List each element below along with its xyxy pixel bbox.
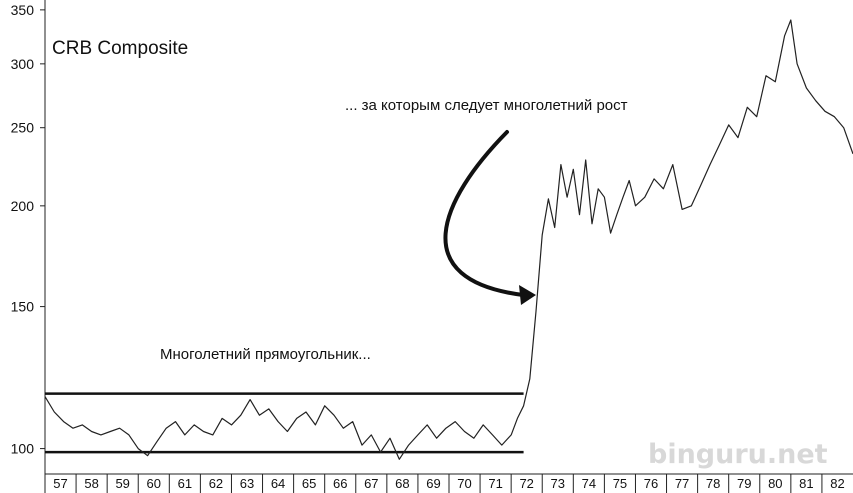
y-tick-label: 100	[11, 441, 35, 457]
x-tick-label: 71	[488, 476, 502, 491]
x-tick-label: 74	[582, 476, 596, 491]
x-tick-label: 76	[644, 476, 658, 491]
x-tick-label: 77	[675, 476, 689, 491]
y-tick-label: 200	[11, 198, 35, 214]
x-tick-label: 68	[395, 476, 409, 491]
x-tick-label: 65	[302, 476, 316, 491]
y-tick-label: 300	[11, 56, 35, 72]
x-tick-label: 57	[53, 476, 67, 491]
x-tick-label: 66	[333, 476, 347, 491]
y-ticks: 100 150 200 250 300 350	[11, 2, 45, 457]
x-tick-label: 73	[551, 476, 565, 491]
chart-title: CRB Composite	[52, 38, 188, 59]
x-tick-label: 80	[768, 476, 782, 491]
x-tick-label: 61	[178, 476, 192, 491]
x-tick-label: 72	[519, 476, 533, 491]
x-tick-label: 59	[115, 476, 129, 491]
annotation-rectangle: Многолетний прямоугольник...	[160, 346, 371, 363]
x-tick-label: 70	[457, 476, 471, 491]
x-tick-label: 69	[426, 476, 440, 491]
x-tick-label: 67	[364, 476, 378, 491]
y-tick-label: 350	[11, 2, 35, 18]
x-tick-label: 75	[613, 476, 627, 491]
x-tick-label: 64	[271, 476, 285, 491]
annotation-arrow	[443, 130, 525, 297]
series-line-crb-composite	[44, 19, 853, 460]
x-tick-label: 58	[84, 476, 98, 491]
annotation-growth: ... за которым следует многолетний рост	[345, 97, 628, 114]
x-ticks: 57 58 59 60 61 62 63 64 65 66 67 68 69 70 71 72 73 74 75 76…	[44, 474, 845, 493]
x-tick-label: 78	[706, 476, 720, 491]
y-tick-label: 150	[11, 299, 35, 315]
x-tick-label: 63	[240, 476, 254, 491]
x-tick-label: 79	[737, 476, 751, 491]
y-tick-label: 250	[11, 120, 35, 136]
annotation-arrowhead	[519, 285, 536, 305]
x-tick-label: 82	[830, 476, 844, 491]
x-tick-label: 60	[147, 476, 161, 491]
watermark: binguru.net	[648, 439, 828, 470]
x-tick-label: 81	[799, 476, 813, 491]
x-tick-label: 62	[209, 476, 223, 491]
